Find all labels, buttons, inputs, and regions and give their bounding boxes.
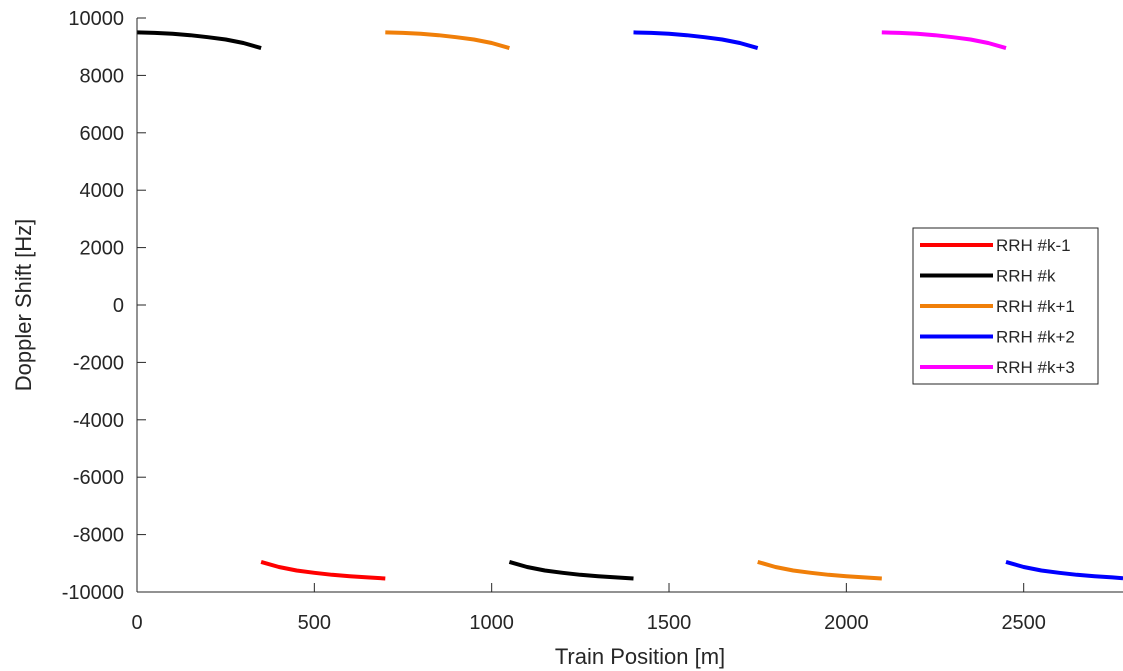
- y-tick-label: 0: [113, 295, 124, 317]
- x-tick-label: 500: [298, 612, 331, 634]
- series-line-2-segment-2: [508, 559, 634, 581]
- series-line-3-segment-1: [385, 30, 510, 51]
- legend-label-2: RRH #k: [996, 267, 1056, 286]
- series-line-2-segment-1: [136, 30, 262, 51]
- legend-label-1: RRH #k-1: [996, 236, 1071, 255]
- x-tick-label: 1000: [469, 612, 514, 634]
- x-tick-label: 0: [131, 612, 142, 634]
- y-tick-label: -6000: [73, 467, 124, 489]
- x-axis-title: Train Position [m]: [555, 644, 725, 669]
- series-line-4-segment-1: [633, 30, 759, 51]
- legend-label-3: RRH #k+1: [996, 297, 1075, 316]
- legend-label-5: RRH #k+3: [996, 358, 1075, 377]
- y-tick-label: 10000: [68, 8, 124, 30]
- y-tick-label: -4000: [73, 410, 124, 432]
- series-line-4-segment-2: [1005, 559, 1123, 581]
- x-tick-label: 1500: [647, 612, 692, 634]
- y-tick-label: 8000: [80, 65, 125, 87]
- series-line-3-segment-2: [757, 559, 882, 581]
- y-tick-label: 6000: [80, 123, 125, 145]
- x-tick-label: 2000: [824, 612, 869, 634]
- y-tick-label: -8000: [73, 525, 124, 547]
- y-tick-label: 4000: [80, 180, 125, 202]
- y-tick-label: -10000: [62, 582, 124, 604]
- legend: RRH #k-1 RRH #k RRH #k+1 RRH #k+2 RRH #k+3: [912, 227, 1099, 385]
- series-layer: [136, 30, 1123, 581]
- series-line-5-segment-1: [881, 30, 1007, 51]
- x-tick-label: 2500: [1001, 612, 1046, 634]
- series-line-1-segment-1: [260, 559, 386, 581]
- y-tick-label: 2000: [80, 238, 125, 260]
- axes-layer: 0 500 1000 1500 2000 2500 -10000 -8000 -6000 -400…: [62, 8, 1123, 634]
- y-tick-label: -2000: [73, 352, 124, 374]
- legend-label-4: RRH #k+2: [996, 328, 1075, 347]
- y-axis-title: Doppler Shift [Hz]: [11, 219, 36, 391]
